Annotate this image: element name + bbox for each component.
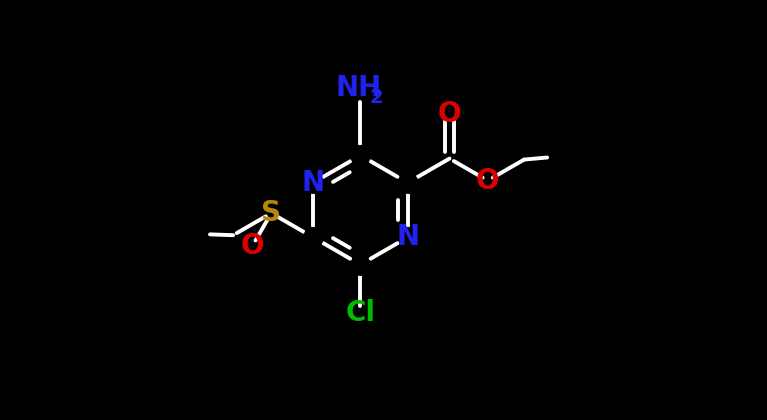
Text: 2: 2 (370, 88, 384, 108)
Text: S: S (262, 199, 281, 227)
Text: NH: NH (335, 74, 381, 102)
Text: O: O (476, 167, 499, 194)
Text: Cl: Cl (345, 299, 375, 327)
Text: O: O (438, 100, 461, 129)
Text: N: N (396, 223, 420, 251)
Text: N: N (301, 169, 324, 197)
Text: O: O (241, 232, 264, 260)
